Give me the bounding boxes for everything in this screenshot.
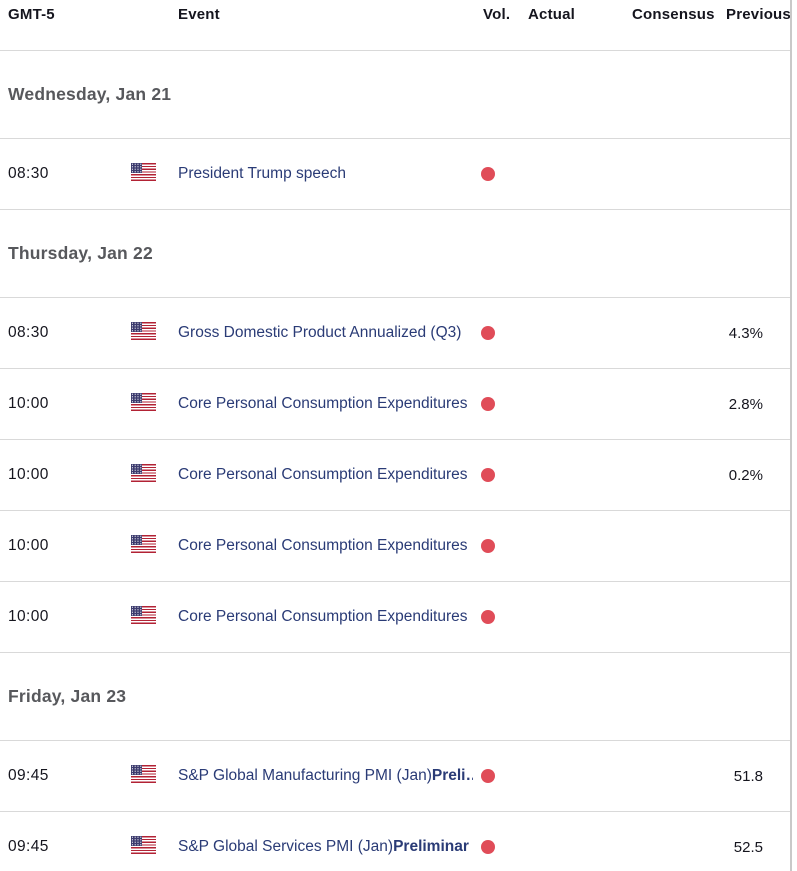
column-header-previous: Previous — [726, 6, 791, 23]
event-title-bold: Preliminar — [393, 838, 469, 855]
day-block: Thursday, Jan 22 08:30 Gross Domestic Prod… — [0, 210, 797, 653]
previous-value: 52.5 — [733, 838, 763, 856]
volatility-cell — [473, 324, 523, 342]
us-flag-icon — [131, 534, 156, 553]
us-flag-icon — [131, 392, 156, 411]
volatility-dot-icon — [481, 166, 495, 181]
volatility-dot-icon — [481, 768, 495, 783]
country-cell — [131, 764, 178, 788]
event-title[interactable]: Core Personal Consumption Expenditures … — [178, 466, 473, 484]
volatility-dot-icon — [481, 609, 495, 624]
volatility-dot-icon — [481, 839, 495, 854]
event-row[interactable]: 10:00 Core Personal Consumption Expenditu… — [0, 440, 797, 511]
volatility-cell — [473, 537, 523, 555]
volatility-cell — [473, 165, 523, 183]
us-flag-icon — [131, 463, 156, 482]
event-time: 08:30 — [8, 165, 49, 182]
country-cell — [131, 162, 178, 186]
day-block: Wednesday, Jan 21 08:30 President Trump sp… — [0, 51, 797, 210]
volatility-cell — [473, 466, 523, 484]
column-header-consensus: Consensus — [632, 6, 715, 23]
event-title[interactable]: Core Personal Consumption Expenditures … — [178, 395, 473, 413]
event-time: 10:00 — [8, 466, 49, 483]
event-title[interactable]: Core Personal Consumption Expenditures … — [178, 608, 473, 626]
country-cell — [131, 392, 178, 416]
event-time: 10:00 — [8, 395, 49, 412]
volatility-dot-icon — [481, 467, 495, 482]
country-cell — [131, 534, 178, 558]
event-title-text: S&P Global Services PMI (Jan) — [178, 838, 394, 855]
column-header-gmt[interactable]: GMT-5 — [8, 6, 55, 23]
column-header-actual: Actual — [528, 6, 576, 23]
event-time: 08:30 — [8, 324, 49, 341]
country-cell — [131, 835, 178, 859]
event-time: 09:45 — [8, 767, 49, 784]
event-title-bold: Preli… — [431, 767, 473, 784]
us-flag-icon — [131, 764, 156, 783]
day-section-label: Wednesday, Jan 21 — [8, 84, 172, 104]
event-title[interactable]: Gross Domestic Product Annualized (Q3) — [178, 324, 473, 342]
column-header-vol: Vol. — [483, 6, 511, 23]
volatility-cell — [473, 838, 523, 856]
event-time: 10:00 — [8, 537, 49, 554]
day-section-header: Friday, Jan 23 — [0, 653, 797, 741]
column-header-event: Event — [178, 6, 220, 23]
event-row[interactable]: 08:30 Gross Domestic Product Annualized (… — [0, 298, 797, 369]
country-cell — [131, 605, 178, 629]
volatility-cell — [473, 395, 523, 413]
event-row[interactable]: 09:45 S&P Global Manufacturing PMI (Jan)P… — [0, 741, 797, 812]
volatility-dot-icon — [481, 325, 495, 340]
previous-value: 0.2% — [728, 466, 763, 484]
us-flag-icon — [131, 605, 156, 624]
calendar-body: Wednesday, Jan 21 08:30 President Trump sp… — [0, 51, 797, 871]
event-title-text: Core Personal Consumption Expenditures … — [178, 395, 473, 412]
day-block: Friday, Jan 23 09:45 S&P Global Manufactur… — [0, 653, 797, 871]
volatility-dot-icon — [481, 538, 495, 553]
previous-value: 4.3% — [728, 324, 763, 342]
day-section-label: Thursday, Jan 22 — [8, 243, 153, 263]
day-section-header: Wednesday, Jan 21 — [0, 51, 797, 139]
event-title-text: S&P Global Manufacturing PMI (Jan) — [178, 767, 432, 784]
event-row[interactable]: 10:00 Core Personal Consumption Expenditu… — [0, 511, 797, 582]
country-cell — [131, 321, 178, 345]
event-title[interactable]: S&P Global Services PMI (Jan)Preliminar — [178, 838, 473, 856]
event-row[interactable]: 10:00 Core Personal Consumption Expenditu… — [0, 582, 797, 653]
scrollbar[interactable] — [790, 0, 797, 871]
country-cell — [131, 463, 178, 487]
event-title-text: Gross Domestic Product Annualized (Q3) — [178, 324, 462, 341]
us-flag-icon — [131, 835, 156, 854]
event-title-text: President Trump speech — [178, 165, 347, 182]
event-title-text: Core Personal Consumption Expenditures … — [178, 466, 473, 483]
event-row[interactable]: 08:30 President Trump speech — [0, 139, 797, 210]
event-time: 10:00 — [8, 608, 49, 625]
day-section-header: Thursday, Jan 22 — [0, 210, 797, 298]
previous-value: 51.8 — [733, 767, 763, 785]
event-row[interactable]: 09:45 S&P Global Services PMI (Jan)Prelim… — [0, 812, 797, 871]
column-header-row: GMT-5 Event Vol. Actual Consensus Previo… — [0, 0, 797, 51]
previous-value: 2.8% — [728, 395, 763, 413]
volatility-cell — [473, 608, 523, 626]
event-title-text: Core Personal Consumption Expenditures … — [178, 537, 473, 554]
event-row[interactable]: 10:00 Core Personal Consumption Expenditu… — [0, 369, 797, 440]
day-section-label: Friday, Jan 23 — [8, 686, 127, 706]
event-time: 09:45 — [8, 838, 49, 855]
event-title[interactable]: President Trump speech — [178, 165, 473, 183]
volatility-cell — [473, 767, 523, 785]
event-title[interactable]: S&P Global Manufacturing PMI (Jan)Preli… — [178, 767, 473, 785]
event-title-text: Core Personal Consumption Expenditures … — [178, 608, 473, 625]
us-flag-icon — [131, 321, 156, 340]
volatility-dot-icon — [481, 396, 495, 411]
event-title[interactable]: Core Personal Consumption Expenditures … — [178, 537, 473, 555]
us-flag-icon — [131, 162, 156, 181]
